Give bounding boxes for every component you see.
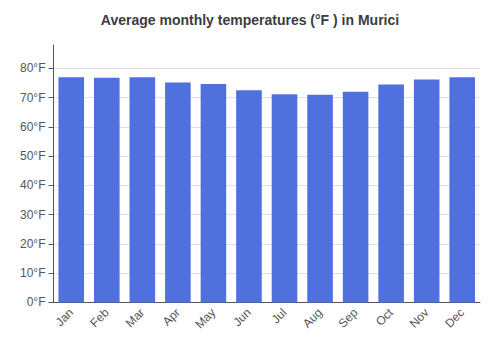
svg-text:Sep: Sep	[336, 305, 361, 330]
svg-text:60°F: 60°F	[20, 120, 45, 134]
svg-text:Dec: Dec	[442, 306, 467, 331]
svg-text:30°F: 30°F	[20, 208, 45, 222]
svg-text:80°F: 80°F	[20, 61, 45, 75]
svg-text:Average monthly temperatures (: Average monthly temperatures (°F ) in Mu…	[101, 12, 399, 28]
svg-text:Feb: Feb	[87, 305, 112, 330]
svg-text:Jan: Jan	[53, 306, 77, 330]
svg-text:Jul: Jul	[269, 306, 290, 327]
svg-text:20°F: 20°F	[20, 237, 45, 251]
svg-text:Nov: Nov	[407, 306, 432, 331]
svg-text:Mar: Mar	[123, 306, 148, 330]
svg-text:70°F: 70°F	[20, 91, 45, 105]
svg-text:0°F: 0°F	[27, 295, 46, 309]
svg-text:40°F: 40°F	[20, 178, 45, 192]
svg-text:Jun: Jun	[230, 306, 254, 330]
svg-text:50°F: 50°F	[20, 149, 45, 163]
svg-text:Aug: Aug	[300, 306, 325, 331]
svg-text:Apr: Apr	[160, 306, 183, 329]
svg-text:Oct: Oct	[373, 305, 397, 329]
svg-text:May: May	[192, 306, 218, 332]
svg-text:10°F: 10°F	[20, 266, 45, 280]
